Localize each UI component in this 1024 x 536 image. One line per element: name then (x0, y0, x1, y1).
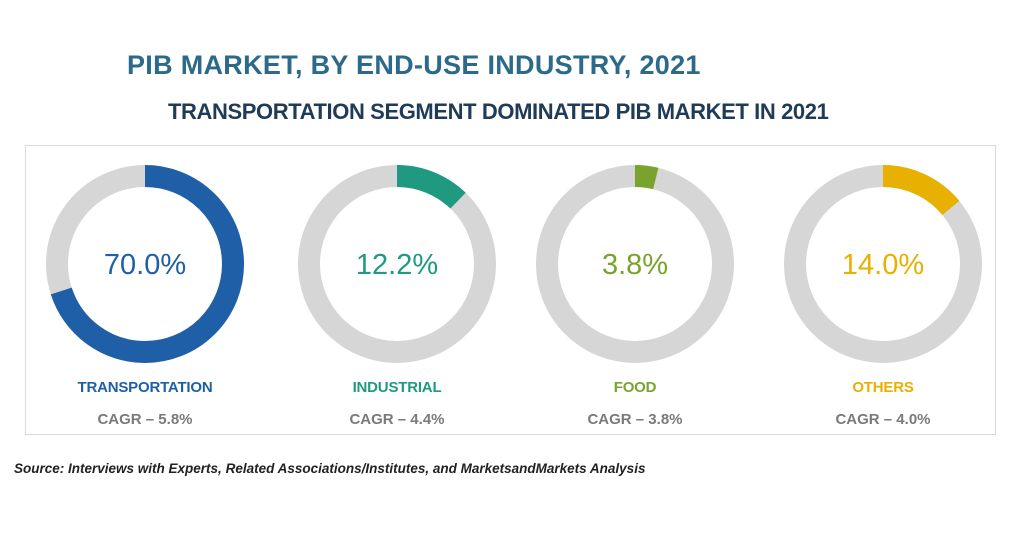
donut-value-label-food: 3.8% (602, 249, 668, 281)
cagr-label-others: CAGR – 4.0% (835, 411, 931, 428)
donut-slice-industrial (298, 165, 496, 363)
cagr-label-food: CAGR – 3.8% (587, 411, 683, 428)
donut-slice-others (784, 165, 982, 363)
category-label-industrial: INDUSTRIAL (352, 379, 442, 396)
cagr-label-industrial: CAGR – 4.4% (349, 411, 445, 428)
donut-slice-transportation (46, 165, 244, 363)
chart-panel (25, 145, 996, 435)
donut-value-label-industrial: 12.2% (356, 249, 438, 281)
cagr-label-transportation: CAGR – 5.8% (97, 411, 193, 428)
category-label-transportation: TRANSPORTATION (77, 379, 213, 396)
chart-subtitle: TRANSPORTATION SEGMENT DOMINATED PIB MAR… (168, 99, 829, 124)
donut-value-label-others: 14.0% (842, 249, 924, 281)
donut-slice-food (536, 165, 734, 363)
donut-value-label-transportation: 70.0% (104, 249, 186, 281)
source-note: Source: Interviews with Experts, Related… (14, 461, 646, 476)
category-label-food: FOOD (613, 379, 657, 396)
category-label-others: OTHERS (852, 379, 914, 396)
chart-title: PIB MARKET, BY END-USE INDUSTRY, 2021 (127, 50, 701, 80)
